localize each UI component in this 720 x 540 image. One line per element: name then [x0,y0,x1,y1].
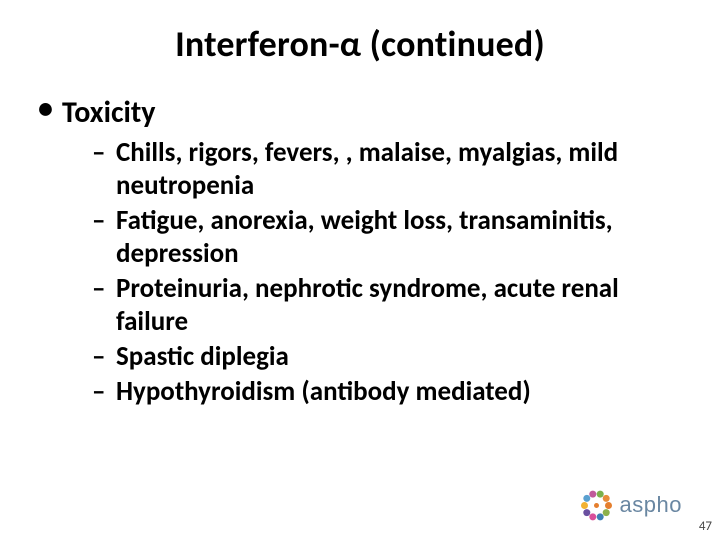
level2-text: Hypothyroidism (antibody mediated) [116,375,531,408]
level1-list: Toxicity Chills, rigors, fevers, , malai… [36,94,684,409]
level2-item: Hypothyroidism (antibody mediated) [92,376,684,409]
level2-item: Spastic diplegia [92,341,684,374]
level2-item: Fatigue, anorexia, weight loss, transami… [92,205,684,271]
level2-text: Fatigue, anorexia, weight loss, transami… [116,204,613,270]
aspho-logo: aspho [580,488,682,522]
slide-title: Interferon-α (continued) [0,0,720,66]
level1-item-toxicity: Toxicity Chills, rigors, fevers, , malai… [36,94,684,409]
level2-list: Chills, rigors, fevers, , malaise, myalg… [62,137,684,409]
level2-item: Chills, rigors, fevers, , malaise, myalg… [92,137,684,203]
slide: Interferon-α (continued) Toxicity Chills… [0,0,720,540]
page-number: 47 [699,519,712,534]
level2-text: Proteinuria, nephrotic syndrome, acute r… [116,272,619,338]
slide-body: Toxicity Chills, rigors, fevers, , malai… [0,66,720,409]
logo-text: aspho [620,492,682,518]
level2-item: Proteinuria, nephrotic syndrome, acute r… [92,273,684,339]
level2-text: Spastic diplegia [116,340,289,373]
level1-label: Toxicity [62,94,155,131]
burst-icon [580,488,614,522]
level2-text: Chills, rigors, fevers, , malaise, myalg… [116,136,618,202]
